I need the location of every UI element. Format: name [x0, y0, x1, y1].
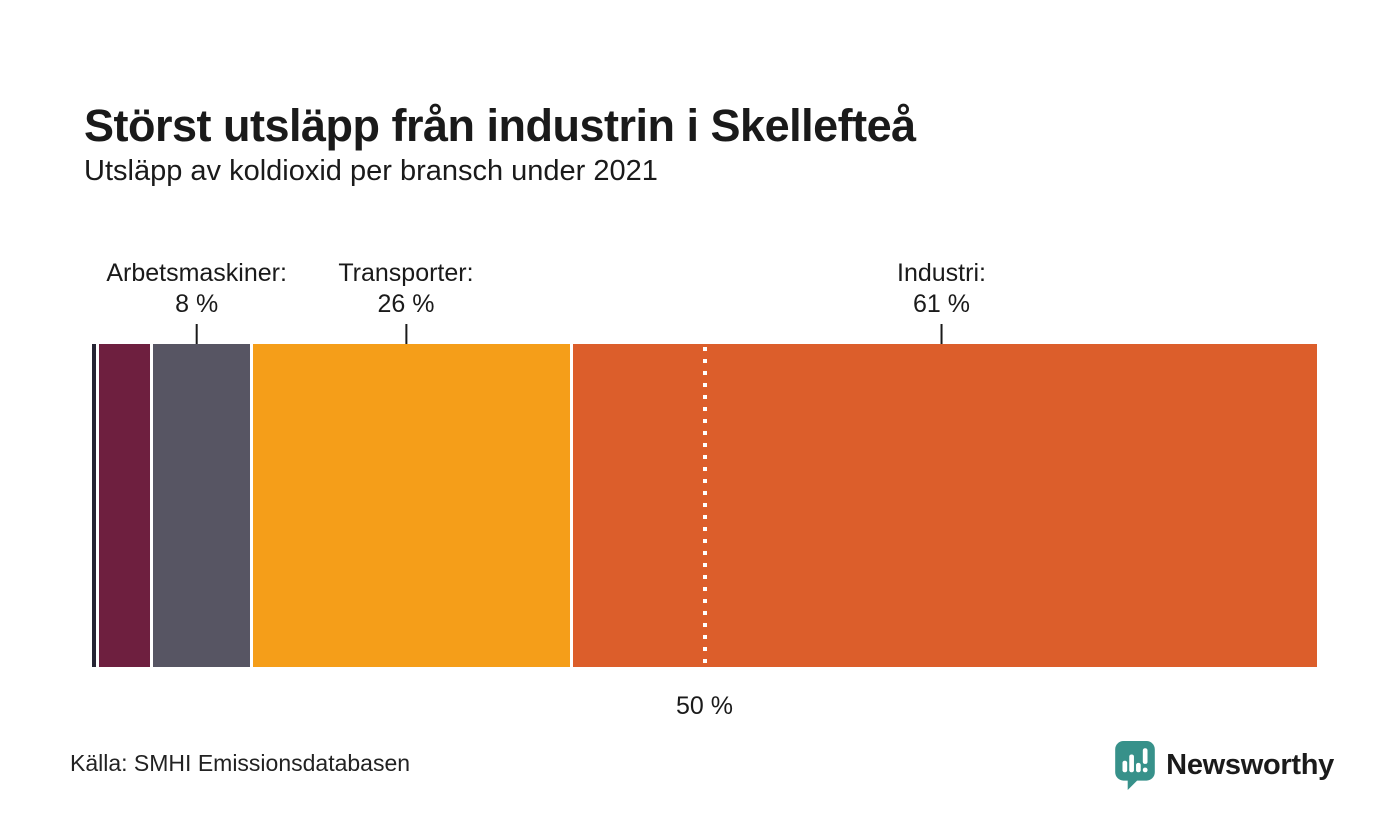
- segment-label-value: 8 %: [175, 289, 219, 318]
- segment-labels-layer: Arbetsmaskiner: 8 % Transporter: 26 % Indust…: [92, 250, 1317, 344]
- stacked-bar-chart: [92, 344, 1317, 667]
- source-attribution: Källa: SMHI Emissionsdatabasen: [70, 750, 411, 776]
- bar-segment-industri: [573, 344, 1317, 667]
- bar-segment-unlabeled-1: [98, 344, 150, 667]
- segment-label-name: Industri:: [897, 259, 986, 287]
- bar-segment-arbetsmaskiner: [152, 344, 251, 667]
- axis-marker-label: 50 %: [676, 692, 733, 720]
- page-subtitle: Utsläpp av koldioxid per bransch under 2…: [84, 155, 658, 187]
- stacked-bar: [92, 344, 1317, 667]
- bar-segment-unlabeled-0: [92, 344, 96, 667]
- segment-label-value: 61 %: [912, 289, 970, 318]
- bar-segment-transporter: [253, 344, 571, 667]
- segment-label-transporter: Transporter: 26 %: [338, 258, 474, 344]
- segment-label-name: Arbetsmaskiner:: [106, 259, 287, 287]
- fifty-percent-dotted-line: [702, 347, 707, 664]
- newsworthy-speech-bubble-bar-chart-icon: [1115, 741, 1155, 790]
- page-title: Störst utsläpp från industrin i Skelleft…: [84, 100, 916, 152]
- segment-label-industri: Industri: 61 %: [897, 258, 986, 344]
- segment-label-tick: [940, 324, 943, 344]
- segment-label-name: Transporter:: [338, 259, 474, 287]
- segment-label-tick: [195, 324, 198, 344]
- newsworthy-logo: Newsworthy: [1115, 741, 1334, 790]
- segment-label-tick: [404, 324, 407, 344]
- segment-label-value: 26 %: [377, 289, 435, 318]
- segment-label-arbetsmaskiner: Arbetsmaskiner: 8 %: [106, 258, 287, 344]
- newsworthy-wordmark: Newsworthy: [1166, 749, 1334, 781]
